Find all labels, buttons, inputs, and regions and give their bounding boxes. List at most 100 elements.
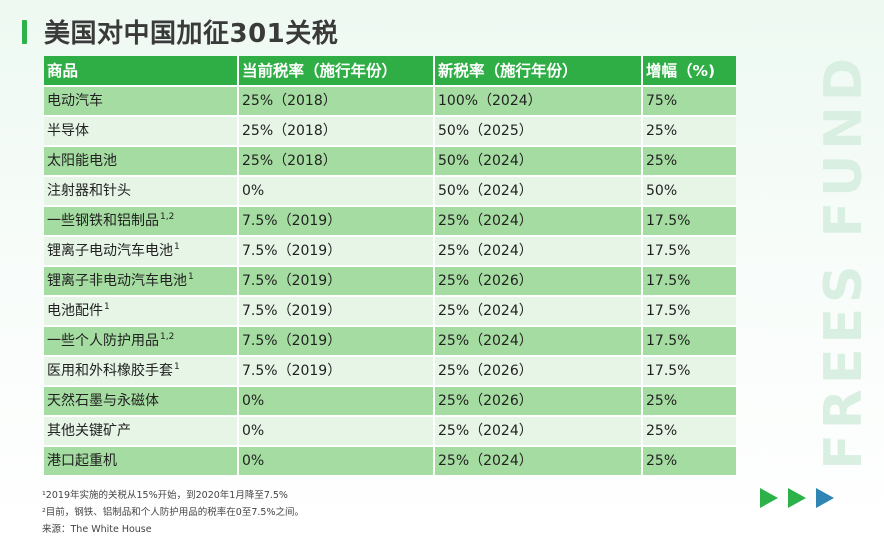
product-name: 天然石墨与永磁体: [47, 393, 159, 409]
footnote-2: ²目前，钢铁、铝制品和个人防护用品的税率在0至7.5%之间。: [42, 507, 304, 518]
product-name: 电池配件: [47, 303, 103, 319]
cell-product: 一些钢铁和铝制品1,2: [44, 206, 239, 237]
footnote-1: ¹2019年实施的关税从15%开始，到2020年1月降至7.5%: [42, 490, 288, 501]
table-row: 电池配件1 7.5%（2019） 25%（2024） 17.5%: [44, 296, 736, 327]
tariff-table: 商品 当前税率（施行年份） 新税率（施行年份） 增幅（%) 电动汽车 25%（20…: [44, 56, 736, 477]
footnote-marker: 1: [174, 242, 180, 253]
cell-increase: 17.5%: [642, 326, 736, 357]
cell-increase: 17.5%: [642, 236, 736, 267]
product-name: 电动汽车: [47, 93, 103, 109]
table-row: 注射器和针头 0% 50%（2024） 50%: [44, 176, 736, 207]
cell-new-rate: 25%（2024）: [434, 296, 643, 327]
cell-current-rate: 0%: [238, 176, 435, 207]
table-row: 一些钢铁和铝制品1,2 7.5%（2019） 25%（2024） 17.5%: [44, 206, 736, 237]
product-name: 一些个人防护用品: [47, 333, 159, 349]
cell-new-rate: 25%（2024）: [434, 416, 643, 447]
table-row: 太阳能电池 25%（2018） 50%（2024） 25%: [44, 146, 736, 177]
cell-current-rate: 7.5%（2019）: [238, 356, 435, 387]
cell-product: 医用和外科橡胶手套1: [44, 356, 239, 387]
cell-product: 电池配件1: [44, 296, 239, 327]
cell-current-rate: 7.5%（2019）: [238, 206, 435, 237]
product-name: 锂离子电动汽车电池: [47, 243, 173, 259]
cell-increase: 50%: [642, 176, 736, 207]
table-row: 锂离子非电动汽车电池1 7.5%（2019） 25%（2026） 17.5%: [44, 266, 736, 297]
product-name: 注射器和针头: [47, 183, 131, 199]
cell-current-rate: 7.5%（2019）: [238, 296, 435, 327]
product-name: 港口起重机: [47, 453, 117, 469]
source-note: 来源：The White House: [42, 524, 152, 535]
cell-current-rate: 7.5%（2019）: [238, 266, 435, 297]
product-name: 其他关键矿产: [47, 423, 131, 439]
product-name: 医用和外科橡胶手套: [47, 363, 173, 379]
cell-product: 锂离子非电动汽车电池1: [44, 266, 239, 297]
cell-new-rate: 100%（2024）: [434, 86, 643, 117]
watermark: FREES FUND: [812, 53, 876, 470]
cell-increase: 75%: [642, 86, 736, 117]
cell-current-rate: 25%（2018）: [238, 116, 435, 147]
cell-current-rate: 25%（2018）: [238, 86, 435, 117]
product-name: 锂离子非电动汽车电池: [47, 273, 187, 289]
cell-product: 太阳能电池: [44, 146, 239, 177]
table-row: 其他关键矿产 0% 25%（2024） 25%: [44, 416, 736, 447]
cell-new-rate: 25%（2026）: [434, 386, 643, 417]
table-row: 医用和外科橡胶手套1 7.5%（2019） 25%（2026） 17.5%: [44, 356, 736, 387]
product-name: 半导体: [47, 123, 89, 139]
cell-increase: 25%: [642, 146, 736, 177]
cell-increase: 17.5%: [642, 266, 736, 297]
cell-new-rate: 25%（2024）: [434, 326, 643, 357]
product-name: 一些钢铁和铝制品: [47, 213, 159, 229]
cell-current-rate: 25%（2018）: [238, 146, 435, 177]
table-header-row: 商品 当前税率（施行年份） 新税率（施行年份） 增幅（%): [44, 56, 736, 87]
header-new-rate: 新税率（施行年份）: [434, 56, 643, 87]
table-row: 电动汽车 25%（2018） 100%（2024） 75%: [44, 86, 736, 117]
cell-current-rate: 0%: [238, 386, 435, 417]
table-body: 电动汽车 25%（2018） 100%（2024） 75% 半导体 25%（2018） 50…: [44, 86, 736, 477]
cell-new-rate: 25%（2026）: [434, 266, 643, 297]
cell-new-rate: 25%（2026）: [434, 356, 643, 387]
cell-current-rate: 7.5%（2019）: [238, 326, 435, 357]
footnote-marker: 1: [174, 362, 180, 373]
header-current-rate: 当前税率（施行年份）: [238, 56, 435, 87]
table-row: 半导体 25%（2018） 50%（2025） 25%: [44, 116, 736, 147]
cell-current-rate: 0%: [238, 446, 435, 477]
cell-new-rate: 25%（2024）: [434, 446, 643, 477]
play-arrow-icon: [788, 488, 806, 508]
table-row: 一些个人防护用品1,2 7.5%（2019） 25%（2024） 17.5%: [44, 326, 736, 357]
header-increase: 增幅（%): [642, 56, 736, 87]
footnote-marker: 1,2: [160, 212, 175, 223]
cell-increase: 17.5%: [642, 206, 736, 237]
cell-product: 港口起重机: [44, 446, 239, 477]
footnote-marker: 1: [104, 302, 110, 313]
cell-increase: 25%: [642, 446, 736, 477]
play-arrow-icon: [816, 488, 834, 508]
cell-product: 天然石墨与永磁体: [44, 386, 239, 417]
cell-product: 一些个人防护用品1,2: [44, 326, 239, 357]
cell-increase: 25%: [642, 116, 736, 147]
table-row: 港口起重机 0% 25%（2024） 25%: [44, 446, 736, 477]
table-row: 天然石墨与永磁体 0% 25%（2026） 25%: [44, 386, 736, 417]
title-accent-bar: [22, 20, 27, 44]
cell-new-rate: 50%（2024）: [434, 146, 643, 177]
cell-current-rate: 0%: [238, 416, 435, 447]
cell-product: 注射器和针头: [44, 176, 239, 207]
cell-product: 半导体: [44, 116, 239, 147]
cell-increase: 25%: [642, 416, 736, 447]
cell-increase: 17.5%: [642, 356, 736, 387]
decorative-arrows: [760, 488, 834, 508]
play-arrow-icon: [760, 488, 778, 508]
watermark-text: FREES FUND: [814, 52, 874, 470]
cell-increase: 17.5%: [642, 296, 736, 327]
cell-product: 电动汽车: [44, 86, 239, 117]
cell-new-rate: 50%（2024）: [434, 176, 643, 207]
cell-product: 其他关键矿产: [44, 416, 239, 447]
header-product: 商品: [44, 56, 239, 87]
cell-product: 锂离子电动汽车电池1: [44, 236, 239, 267]
cell-current-rate: 7.5%（2019）: [238, 236, 435, 267]
page-title: 美国对中国加征301关税: [44, 19, 339, 49]
cell-increase: 25%: [642, 386, 736, 417]
cell-new-rate: 25%（2024）: [434, 236, 643, 267]
footnote-marker: 1: [188, 272, 194, 283]
cell-new-rate: 25%（2024）: [434, 206, 643, 237]
footnote-marker: 1,2: [160, 332, 175, 343]
footnotes: ¹2019年实施的关税从15%开始，到2020年1月降至7.5% ²目前，钢铁、…: [42, 487, 304, 538]
